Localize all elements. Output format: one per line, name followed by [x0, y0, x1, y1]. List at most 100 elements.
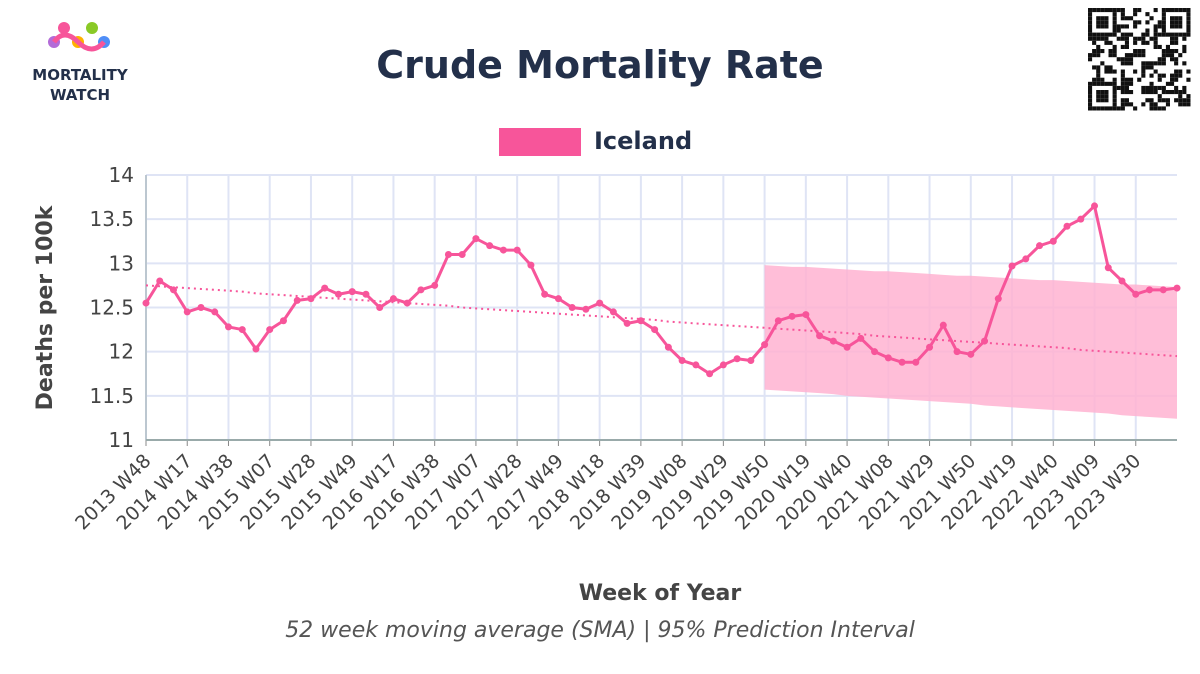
legend-label[interactable]: Iceland	[594, 127, 692, 155]
qr-cell	[1108, 40, 1113, 45]
qr-cell	[1174, 8, 1179, 13]
qr-cell	[1096, 8, 1101, 13]
qr-cell	[1120, 32, 1125, 37]
qr-cell	[1112, 8, 1117, 13]
qr-cell	[1174, 20, 1179, 25]
qr-cell	[1124, 61, 1129, 66]
data-point	[389, 295, 397, 303]
qr-cell	[1145, 85, 1150, 90]
qr-cell	[1116, 85, 1121, 90]
qr-cell	[1100, 94, 1105, 99]
qr-cell	[1165, 81, 1170, 86]
qr-cell	[1124, 24, 1129, 29]
data-point	[541, 290, 549, 298]
qr-cell	[1157, 24, 1162, 29]
qr-cell	[1112, 85, 1117, 90]
data-point	[843, 343, 851, 351]
qr-cell	[1096, 90, 1101, 95]
qr-cell	[1178, 73, 1183, 78]
qr-cell	[1161, 61, 1166, 66]
qr-cell	[1153, 69, 1158, 74]
data-point	[678, 357, 686, 364]
data-point	[183, 308, 191, 316]
qr-cell	[1149, 102, 1154, 107]
data-point	[1022, 255, 1030, 263]
qr-cell	[1149, 36, 1154, 41]
qr-cell	[1174, 40, 1179, 45]
qr-cell	[1120, 81, 1125, 86]
qr-cell	[1161, 28, 1166, 33]
qr-cell	[1108, 81, 1113, 86]
qr-cell	[1137, 77, 1142, 82]
data-point	[857, 334, 865, 342]
data-point	[156, 277, 164, 285]
data-point	[1104, 264, 1112, 272]
qr-cell	[1170, 53, 1175, 58]
qr-cell	[1145, 98, 1150, 103]
data-point	[953, 348, 961, 356]
qr-cell	[1165, 90, 1170, 95]
legend-swatch[interactable]	[499, 128, 581, 156]
data-point	[884, 354, 892, 362]
data-point	[211, 308, 219, 316]
qr-cell	[1186, 77, 1191, 82]
qr-cell	[1182, 8, 1187, 13]
qr-cell	[1124, 77, 1129, 82]
qr-cell	[1133, 12, 1138, 17]
qr-cell	[1170, 24, 1175, 29]
qr-cell	[1092, 32, 1097, 37]
qr-cell	[1112, 98, 1117, 103]
qr-cell	[1165, 53, 1170, 58]
qr-cell	[1124, 81, 1129, 86]
qr-cell	[1088, 90, 1093, 95]
qr-cell	[1153, 36, 1158, 41]
logo-text: WATCH	[50, 86, 110, 104]
qr-cell	[1149, 16, 1154, 21]
data-point	[774, 317, 782, 325]
qr-cell	[1178, 24, 1183, 29]
y-tick-label: 13.5	[89, 207, 134, 231]
qr-cell	[1178, 20, 1183, 25]
qr-cell	[1149, 98, 1154, 103]
qr-cell	[1141, 53, 1146, 58]
qr-cell	[1157, 85, 1162, 90]
qr-cell	[1124, 98, 1129, 103]
qr-cell	[1104, 69, 1109, 74]
qr-cell	[1112, 77, 1117, 82]
qr-cell	[1141, 65, 1146, 70]
qr-cell	[1153, 102, 1158, 107]
qr-cell	[1182, 85, 1187, 90]
qr-cell	[1120, 73, 1125, 78]
qr-cell	[1100, 61, 1105, 66]
qr-cell	[1112, 16, 1117, 21]
logo: MORTALITY WATCH	[32, 22, 129, 104]
data-point	[197, 304, 205, 311]
qr-cell	[1088, 98, 1093, 103]
data-point	[362, 290, 370, 298]
qr-cell	[1116, 106, 1121, 111]
qr-cell	[1100, 32, 1105, 37]
qr-cell	[1108, 32, 1113, 37]
qr-cell	[1104, 98, 1109, 103]
qr-cell	[1104, 16, 1109, 21]
qr-cell	[1133, 49, 1138, 54]
y-tick-label: 12.5	[89, 296, 134, 320]
qr-cell	[1178, 16, 1183, 21]
qr-cell	[1157, 73, 1162, 78]
qr-cell	[1108, 8, 1113, 13]
data-point	[293, 296, 301, 304]
qr-cell	[1165, 98, 1170, 103]
qr-cell	[1112, 94, 1117, 99]
qr-cell	[1174, 32, 1179, 37]
qr-cell	[1088, 28, 1093, 33]
qr-cell	[1161, 53, 1166, 58]
qr-cell	[1116, 8, 1121, 13]
data-point	[651, 326, 659, 334]
qr-cell	[1112, 20, 1117, 25]
qr-cell	[1129, 16, 1134, 21]
qr-cell	[1096, 49, 1101, 54]
data-point	[788, 312, 796, 320]
data-point	[1173, 284, 1181, 292]
data-point	[692, 361, 700, 369]
data-point	[1146, 286, 1154, 294]
